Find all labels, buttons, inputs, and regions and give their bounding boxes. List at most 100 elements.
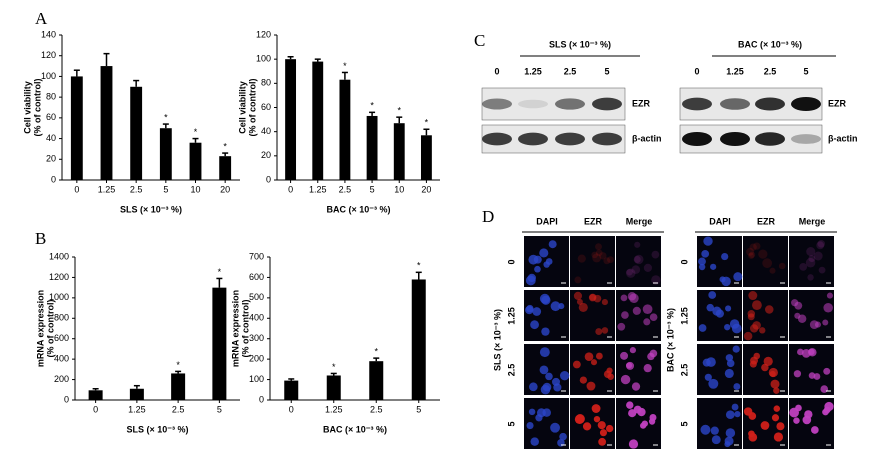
cell xyxy=(601,299,608,306)
cell xyxy=(541,295,551,305)
cell xyxy=(528,408,536,416)
y-tick-label: 0 xyxy=(266,174,271,184)
error-bar xyxy=(314,58,321,62)
cell xyxy=(725,354,734,362)
cell xyxy=(626,401,634,409)
cell xyxy=(539,248,549,258)
blot-row-label: β-actin xyxy=(828,133,858,143)
cell xyxy=(760,421,770,430)
cell xyxy=(729,319,740,329)
micro-group-title: BAC (× 10⁻³ %) xyxy=(665,308,675,372)
cell xyxy=(584,352,594,362)
micro-group-title: SLS (× 10⁻³ %) xyxy=(492,309,502,371)
cell xyxy=(778,262,786,270)
bar xyxy=(393,123,405,180)
bar xyxy=(339,79,351,180)
cell xyxy=(605,424,614,433)
cell xyxy=(633,255,641,263)
blot-band xyxy=(592,97,622,111)
cell xyxy=(620,374,631,385)
y-tick-label: 600 xyxy=(54,333,69,343)
y-tick-label: 0 xyxy=(51,174,56,184)
cell xyxy=(807,274,814,281)
cell xyxy=(753,242,761,250)
cell xyxy=(552,377,561,386)
micro-row-label: 1.25 xyxy=(679,307,689,325)
cell xyxy=(776,422,785,431)
significance-mark: * xyxy=(194,127,198,137)
cell xyxy=(805,257,816,268)
micro-row-label: 0 xyxy=(506,259,516,264)
cell xyxy=(631,382,641,391)
cell xyxy=(761,363,769,372)
y-tick-label: 700 xyxy=(249,251,264,261)
cell xyxy=(799,262,808,271)
cell xyxy=(823,302,833,313)
cell xyxy=(823,406,831,414)
x-tick-label: 10 xyxy=(394,184,404,194)
error-bar xyxy=(216,277,223,288)
cell xyxy=(698,263,706,271)
x-tick-label: 1.25 xyxy=(325,404,343,414)
error-bar xyxy=(288,378,295,381)
significance-mark: * xyxy=(425,118,429,128)
cell xyxy=(701,249,710,258)
cell xyxy=(725,428,736,438)
cell xyxy=(724,323,731,331)
x-tick-label: 5 xyxy=(416,404,421,414)
cell xyxy=(749,243,757,251)
cell xyxy=(593,294,602,303)
panel-letter: B xyxy=(35,229,46,248)
x-tick-label: 0 xyxy=(93,404,98,414)
micro-column-label: DAPI xyxy=(536,216,558,226)
blot-band xyxy=(720,98,750,110)
cell xyxy=(808,348,815,356)
micrograph xyxy=(570,236,615,287)
cell xyxy=(632,306,641,315)
cell xyxy=(525,305,534,315)
cell xyxy=(814,321,821,328)
cell xyxy=(574,276,582,284)
cell xyxy=(698,257,706,266)
x-tick-label: 20 xyxy=(220,184,230,194)
blot-band xyxy=(482,98,512,110)
blot-group-title: SLS (× 10⁻³ %) xyxy=(549,39,611,49)
blot-row-label: EZR xyxy=(828,98,847,108)
cell xyxy=(700,424,711,435)
cell xyxy=(826,292,833,299)
bar xyxy=(312,61,324,181)
cell xyxy=(595,328,603,335)
x-axis-label: SLS (× 10⁻³ %) xyxy=(126,424,188,434)
y-tick-label: 200 xyxy=(249,354,264,364)
bar xyxy=(171,373,186,400)
cell xyxy=(802,415,812,425)
micro-column-label: DAPI xyxy=(709,216,731,226)
significance-mark: * xyxy=(176,360,180,370)
cell xyxy=(617,322,626,331)
cell xyxy=(628,439,639,449)
cell xyxy=(634,241,641,248)
cell xyxy=(599,429,607,437)
y-tick-label: 400 xyxy=(249,313,264,323)
y-tick-label: 40 xyxy=(46,133,56,143)
lane-label: 1.25 xyxy=(726,66,744,76)
micro-column-label: EZR xyxy=(584,216,603,226)
cell xyxy=(592,253,602,263)
cell xyxy=(539,365,549,375)
cell xyxy=(599,252,607,260)
cell xyxy=(823,367,831,375)
cell xyxy=(725,305,732,312)
x-axis-label: BAC (× 10⁻³ %) xyxy=(326,204,390,214)
cell xyxy=(710,263,717,270)
cell xyxy=(626,268,636,278)
cell xyxy=(733,272,743,282)
cell xyxy=(541,327,550,336)
cell xyxy=(530,320,539,330)
significance-mark: * xyxy=(218,267,222,277)
cell xyxy=(625,362,633,369)
cell xyxy=(629,347,637,354)
cell xyxy=(769,267,776,274)
cell xyxy=(530,437,539,446)
cell xyxy=(641,420,648,427)
